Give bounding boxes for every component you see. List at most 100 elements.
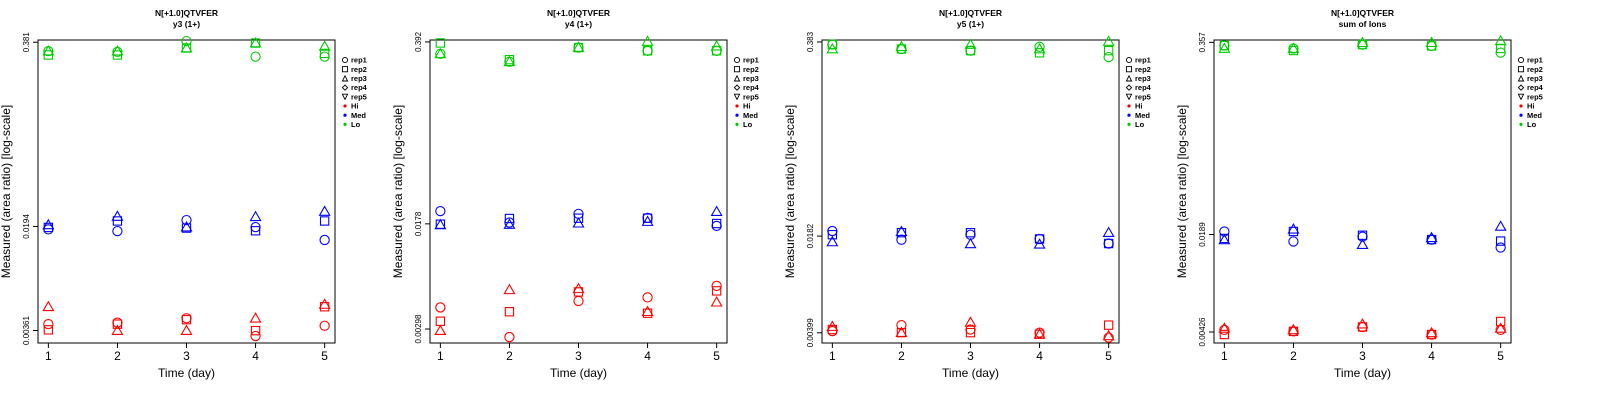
legend-marker-rep5 [341, 93, 349, 101]
legend-label: Med [1135, 111, 1150, 120]
legend-marker-rep1 [733, 56, 741, 64]
data-points [826, 35, 1115, 343]
point-lo-rep2 [827, 39, 838, 50]
chart-subtitle: y5 (1+) [957, 19, 984, 29]
point-lo-rep3 [42, 44, 55, 56]
y-tick-label: 0.381 [22, 32, 31, 53]
point-med-rep2 [827, 230, 838, 240]
point-lo-rep3 [1287, 42, 1300, 53]
point-med-rep2 [112, 216, 123, 226]
legend-marker-hi [1127, 104, 1131, 108]
point-med-rep3 [1356, 238, 1369, 249]
chart-subtitle: y4 (1+) [565, 19, 592, 29]
y-tick-label: 0.0194 [22, 214, 31, 239]
point-hi-rep1 [896, 319, 907, 331]
point-lo-rep2 [1103, 45, 1114, 56]
point-lo-rep1 [896, 43, 907, 55]
x-tick-label: 5 [321, 349, 328, 363]
legend-marker-lo [343, 122, 347, 126]
legend-marker-med [343, 113, 347, 117]
point-lo-rep1 [181, 35, 192, 47]
point-lo-rep1 [1034, 41, 1045, 52]
point-med-rep2 [642, 213, 653, 223]
point-lo-rep3 [318, 40, 331, 51]
legend-marker-rep5 [733, 93, 741, 101]
point-lo-rep2 [965, 45, 976, 56]
point-hi-rep1 [250, 330, 261, 342]
point-lo-rep3 [1356, 36, 1369, 48]
point-med-rep2 [1103, 238, 1114, 249]
point-lo-rep3 [572, 41, 585, 52]
y-tick-label: 0.00399 [806, 318, 815, 347]
point-hi-rep2 [965, 327, 976, 338]
point-lo-rep3 [1218, 42, 1231, 53]
legend-marker-rep2 [1125, 66, 1133, 73]
point-hi-rep3 [503, 283, 516, 295]
point-hi-rep3 [111, 324, 124, 336]
point-hi-rep3 [710, 296, 723, 307]
legend-marker-rep4 [733, 84, 741, 91]
y-tick-label: 0.00426 [1198, 317, 1207, 346]
plot-frame [1213, 39, 1512, 344]
legend-label: rep5 [1527, 92, 1543, 101]
legend-label: rep2 [1135, 65, 1151, 74]
point-hi-rep1 [711, 280, 722, 292]
point-med-rep1 [711, 220, 722, 232]
legend-marker-rep3 [733, 74, 741, 82]
legend-label: rep5 [351, 92, 367, 101]
point-med-rep1 [1219, 226, 1230, 237]
point-hi-rep1 [319, 320, 330, 331]
point-lo-rep3 [249, 36, 262, 48]
point-hi-rep3 [180, 324, 193, 336]
data-points [42, 35, 331, 342]
point-med-rep2 [319, 216, 330, 226]
point-lo-rep2 [1219, 40, 1230, 51]
legend-marker-med [735, 113, 739, 117]
point-hi-rep3 [895, 326, 908, 337]
point-med-rep2 [1495, 236, 1506, 246]
point-med-rep3 [1102, 226, 1115, 238]
x-axis-label: Time (day) [1334, 366, 1391, 380]
legend-marker-rep3 [1125, 74, 1133, 82]
legend-marker-rep1 [1125, 56, 1133, 64]
y-tick-label: 0.392 [414, 31, 423, 52]
legend-label: rep1 [1135, 56, 1151, 65]
point-hi-rep3 [249, 312, 262, 323]
point-hi-rep2 [250, 325, 261, 336]
legend-marker-rep2 [341, 66, 349, 73]
legend-marker-rep4 [1125, 84, 1133, 91]
legend-marker-rep5 [1517, 93, 1525, 101]
legend-label: rep2 [743, 65, 759, 74]
point-lo-rep1 [1357, 39, 1368, 50]
y-tick-label: 0.00298 [414, 314, 423, 343]
y-tick-label: 0.383 [806, 31, 815, 52]
legend-marker-med [1127, 113, 1131, 117]
legend-label: Lo [1527, 120, 1537, 129]
point-med-rep3 [318, 205, 331, 216]
point-hi-rep3 [318, 298, 331, 309]
point-lo-rep3 [1425, 36, 1438, 48]
point-hi-rep2 [435, 316, 446, 326]
point-med-rep3 [710, 205, 723, 217]
y-tick-label: 0.0178 [414, 211, 423, 236]
legend-marker-lo [1127, 122, 1131, 126]
y-tick-label: 0.0182 [806, 223, 815, 248]
point-med-rep3 [42, 218, 55, 230]
x-tick-label: 1 [829, 349, 836, 363]
y-axis-label: Measured (area ratio) [log-scale] [1175, 105, 1189, 278]
point-hi-rep2 [642, 308, 653, 318]
point-hi-rep1 [642, 292, 653, 303]
x-tick-label: 3 [575, 349, 582, 363]
point-med-rep2 [1034, 234, 1045, 244]
y-axis-label: Measured (area ratio) [log-scale] [783, 105, 797, 278]
point-hi-rep3 [1494, 322, 1507, 333]
point-med-rep2 [181, 223, 192, 233]
point-lo-rep3 [1033, 42, 1046, 54]
legend-label: Hi [351, 102, 359, 111]
point-med-rep1 [319, 234, 330, 246]
point-med-rep1 [112, 225, 123, 237]
